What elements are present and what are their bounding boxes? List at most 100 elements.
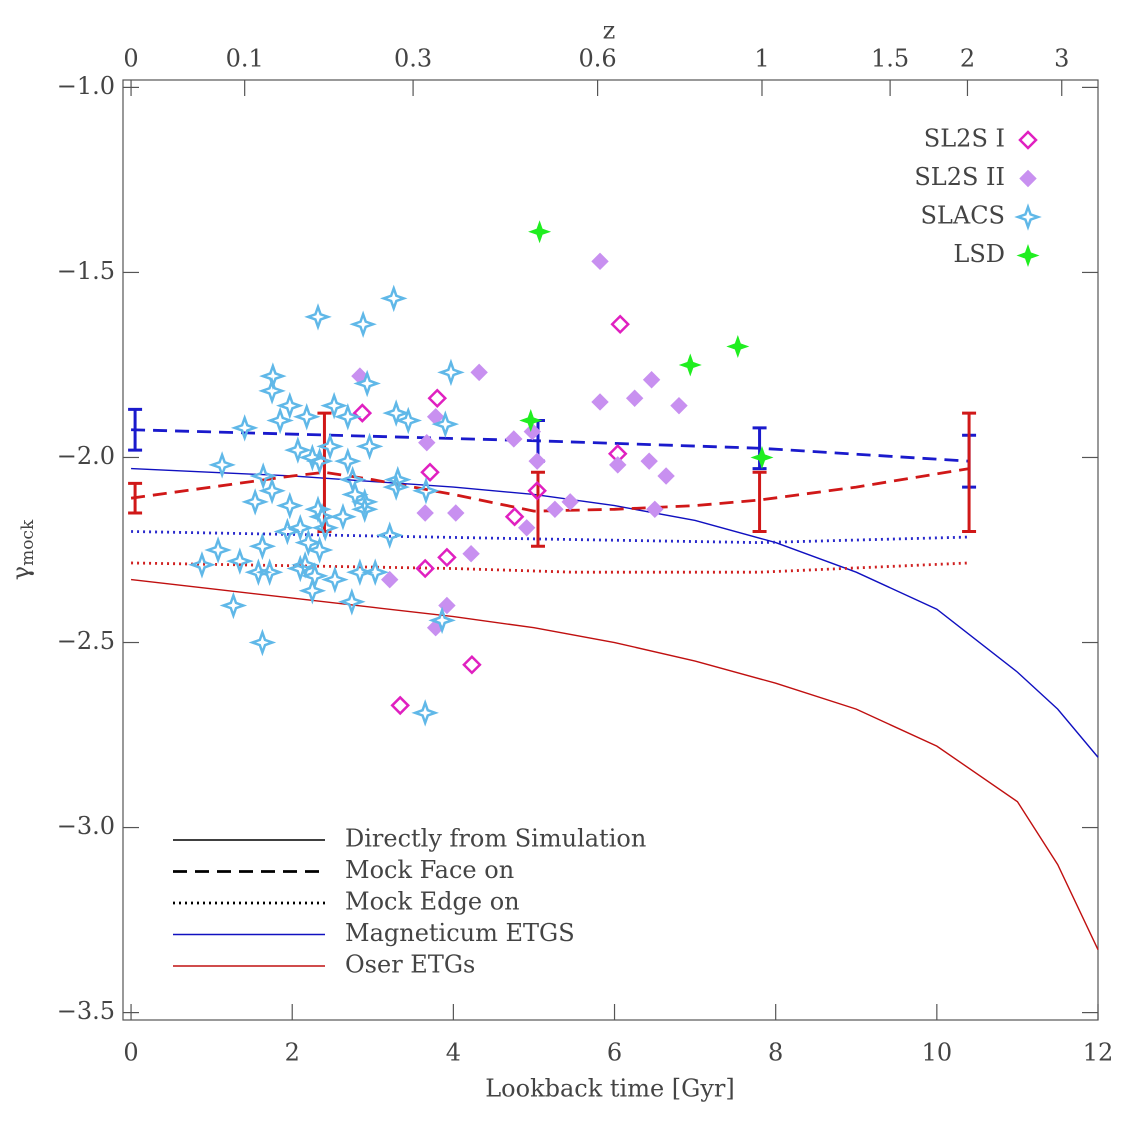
point [292,403,321,431]
legend-label: LSD [953,240,1005,268]
point [249,462,277,490]
error-bar [752,470,767,533]
point [437,547,457,568]
legend-marker [1016,243,1040,268]
y-tick-label: −3.0 [57,812,115,840]
point [350,488,379,516]
x2-axis-label: z [603,17,616,45]
x-tick-label: 12 [1083,1039,1114,1067]
legend-label: Magneticum ETGS [345,919,575,947]
point [334,447,362,475]
point [248,628,277,657]
point [276,491,304,520]
x-tick-label: 0 [123,1039,138,1067]
point [305,536,334,564]
point [208,451,236,479]
point [286,514,315,542]
point [284,436,312,464]
x2-tick-label: 3 [1054,45,1069,73]
x-tick-label: 8 [768,1039,783,1067]
legend-marker [1019,169,1037,188]
legend-label: Mock Face on [345,856,514,884]
y-axis-subscript: mock [18,519,38,566]
point [204,536,232,564]
point [273,517,302,546]
legend-label: SLACS [920,202,1005,230]
point [381,570,399,589]
x-tick-label: 10 [922,1039,953,1067]
point [609,456,627,474]
point [427,388,448,409]
point [258,377,286,405]
point [504,506,525,527]
point [462,654,482,675]
point [352,403,373,423]
point [750,445,774,469]
point [505,430,523,448]
y-axis-symbol: γ [7,566,35,580]
point [657,467,675,485]
point [610,314,630,335]
y-tick-label: −1.5 [57,257,115,285]
point [355,432,384,461]
point [305,447,334,475]
legend-label: Mock Edge on [345,888,520,916]
legend-label: Directly from Simulation [345,825,646,853]
point [375,521,404,549]
y-tick-label: −1.0 [57,72,115,100]
y-tick-label: −2.0 [57,442,115,470]
point [311,514,340,542]
point [320,391,348,420]
point [266,406,294,435]
x2-tick-label: 0 [123,45,138,73]
point [411,699,439,727]
point [390,695,410,716]
point [412,477,440,505]
point [361,558,389,586]
point [294,528,323,557]
point [298,576,327,605]
point [437,358,465,387]
point [428,606,456,635]
point [431,410,460,438]
point [382,399,410,427]
point [527,481,547,501]
point [341,480,369,509]
x-axis-label: Lookback time [Gyr] [485,1075,735,1103]
point [640,452,658,470]
line [131,428,970,463]
point [646,500,664,518]
point [528,452,546,470]
legend-label: SL2S II [914,163,1005,191]
point [625,389,644,407]
point [255,558,284,586]
point [517,519,536,537]
point [561,493,579,511]
point [350,495,379,524]
point [219,591,248,620]
legend-label: Oser ETGs [345,951,475,979]
point [304,303,332,331]
point [394,406,423,435]
point [346,558,374,586]
point [276,391,304,420]
error-bar [128,407,143,452]
point [462,544,480,563]
point [286,554,315,583]
y-tick-label: −2.5 [57,627,115,655]
point [415,558,435,579]
legend-label: SL2S I [924,125,1005,153]
point [248,532,277,561]
point [642,371,661,389]
point [470,363,488,382]
point [678,353,702,377]
plot-frame [122,79,1099,1021]
point [353,369,381,398]
y-tick-label: −3.5 [57,997,115,1025]
y-axis-label: γmock [7,519,38,580]
point [334,403,362,431]
point [230,414,259,442]
point [519,408,543,432]
point [420,462,440,483]
